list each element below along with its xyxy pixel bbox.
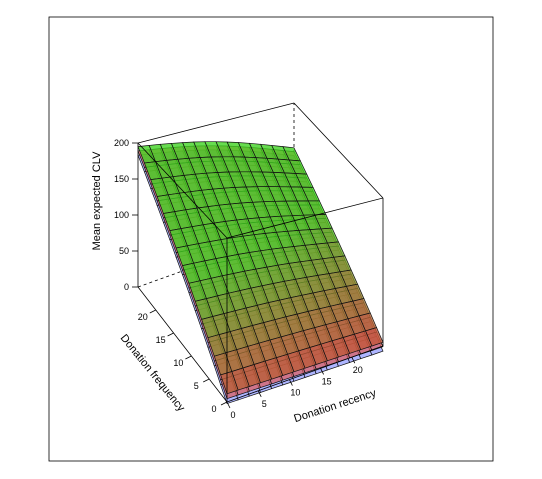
z-tick-label: 100 bbox=[114, 210, 129, 220]
x-tick-mark bbox=[257, 390, 262, 397]
plot-frame bbox=[48, 16, 494, 462]
y-tick-mark bbox=[220, 401, 228, 406]
y-tick-mark bbox=[167, 332, 174, 337]
y-tick-label: 15 bbox=[156, 335, 166, 345]
z-tick-label: 0 bbox=[124, 282, 129, 292]
y-tick-mark bbox=[203, 378, 210, 383]
z-axis-label: Mean expected CLV bbox=[91, 151, 103, 251]
y-tick-label: 10 bbox=[173, 358, 183, 368]
left-floor-edge bbox=[137, 286, 228, 403]
x-tick-label: 10 bbox=[290, 388, 300, 398]
x-tick-label: 15 bbox=[322, 376, 332, 386]
surfaces bbox=[137, 141, 384, 405]
x-tick-label: 5 bbox=[262, 399, 267, 409]
x-tick-mark bbox=[289, 379, 293, 386]
x-tick-mark bbox=[226, 401, 231, 409]
y-tick-label: 20 bbox=[138, 312, 148, 322]
surface-layer-0 bbox=[137, 141, 384, 395]
z-tick-label: 150 bbox=[114, 174, 129, 184]
surface-facet bbox=[220, 371, 239, 395]
z-tick-label: 200 bbox=[114, 138, 129, 148]
y-tick-mark bbox=[149, 309, 156, 314]
x-tick-label: 20 bbox=[353, 365, 363, 375]
front-top-edge bbox=[226, 197, 384, 239]
y-tick-mark bbox=[185, 355, 192, 360]
back-top-edge bbox=[137, 102, 295, 144]
y-tick-label: 5 bbox=[194, 381, 199, 391]
left-top-edge bbox=[137, 142, 228, 239]
front-floor-edge bbox=[226, 345, 384, 403]
x-axis-label: Donation recency bbox=[293, 387, 379, 425]
box-front-edges bbox=[137, 142, 384, 403]
x-tick-label: 0 bbox=[230, 410, 235, 420]
x-tick-mark bbox=[320, 368, 324, 375]
z-tick-label: 50 bbox=[119, 246, 129, 256]
right-top-edge bbox=[293, 102, 384, 199]
y-axis-label: Donation frequency bbox=[118, 332, 188, 414]
y-tick-label: 0 bbox=[211, 404, 216, 414]
x-tick-mark bbox=[351, 357, 356, 364]
